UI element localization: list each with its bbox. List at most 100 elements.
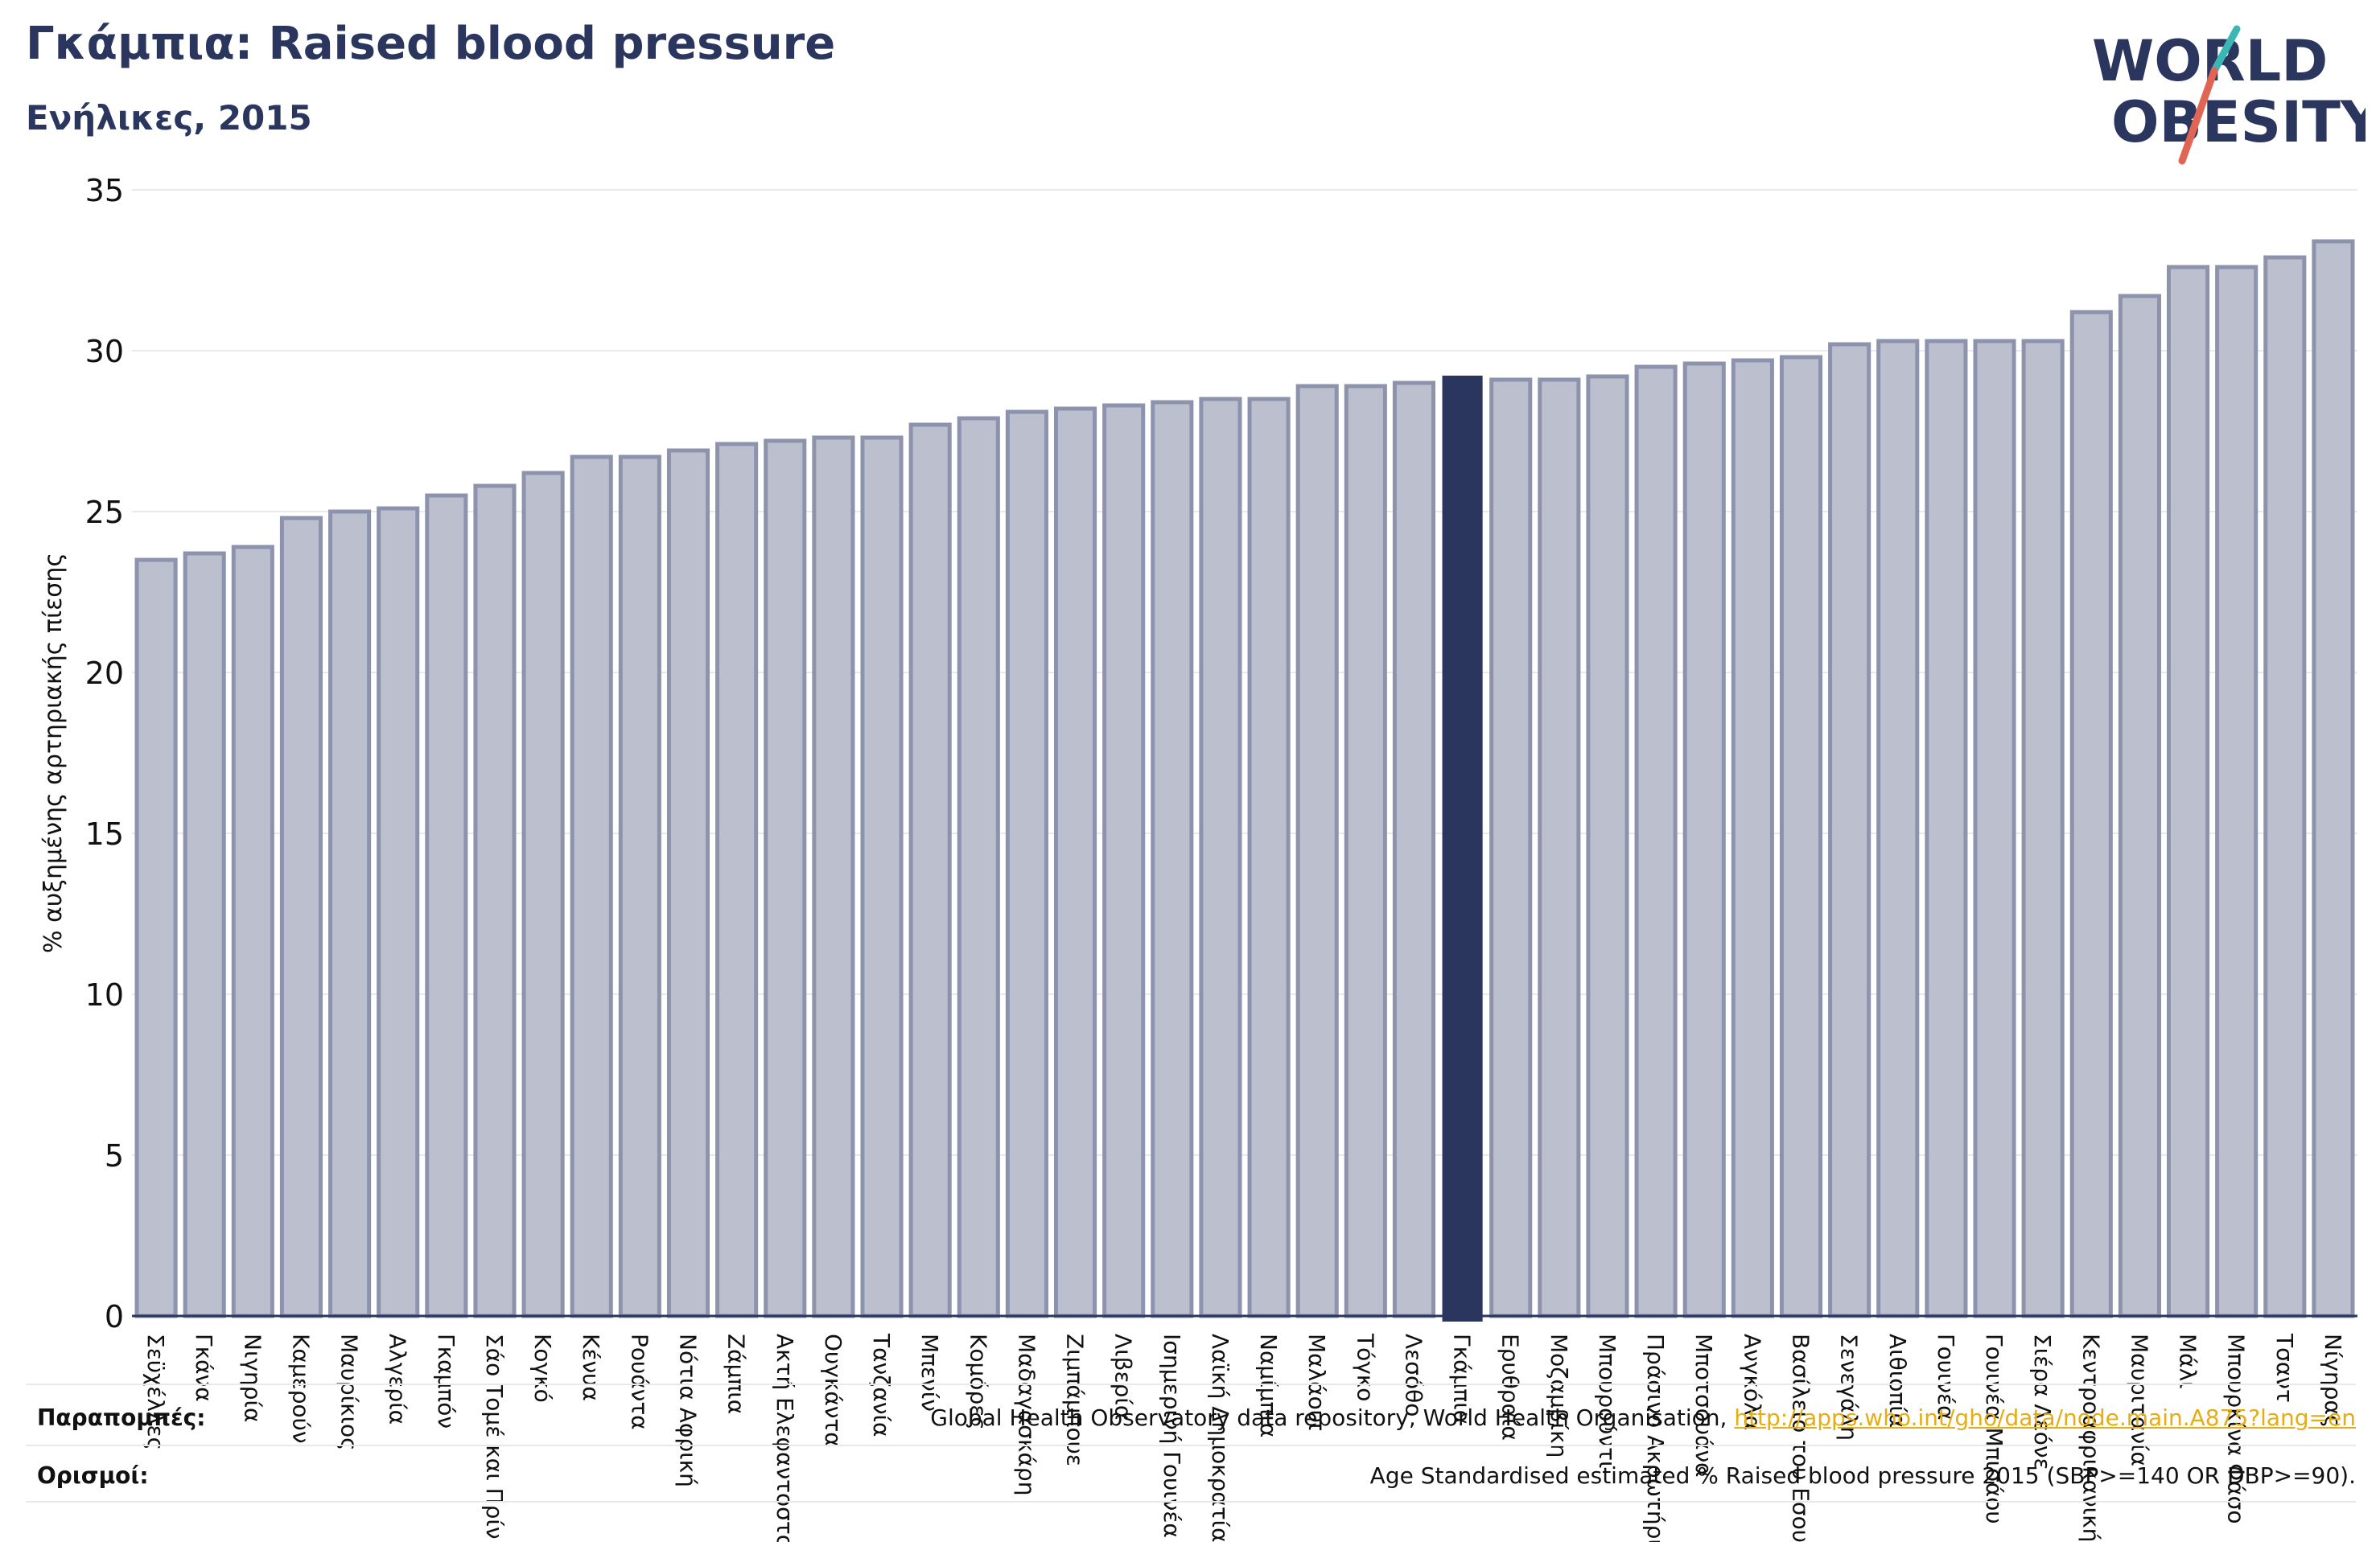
x-tick-label: Σεϋχέλλες <box>142 1334 169 1450</box>
x-tick-label: Γκάνα <box>191 1334 217 1402</box>
bar <box>1828 342 1871 1318</box>
y-tick-label: 25 <box>85 495 124 530</box>
bar <box>1634 364 1678 1318</box>
x-tick-label: Μαυριτανία <box>2126 1334 2152 1466</box>
x-tick-label: Τσαντ <box>2271 1333 2298 1403</box>
y-tick-label: 35 <box>85 173 124 208</box>
bars <box>134 239 2355 1322</box>
bar <box>1489 377 1533 1318</box>
bar <box>473 483 517 1318</box>
bar <box>1102 403 1146 1318</box>
x-tick-label: Μαλάουι <box>1303 1334 1330 1430</box>
x-tick-label: Κομόρες <box>965 1334 991 1430</box>
definitions-row: Ορισμοί: Age Standardised estimated % Ra… <box>26 1448 2356 1504</box>
bar <box>812 435 855 1318</box>
bar <box>2166 265 2210 1318</box>
references-text: Global Health Observatory data repositor… <box>930 1404 2356 1431</box>
x-tick-label: Κεντροαφρικανική <box>2077 1334 2104 1542</box>
bar <box>1779 355 1823 1318</box>
bar <box>2263 255 2307 1318</box>
bar <box>2118 294 2161 1318</box>
bar <box>618 454 661 1318</box>
x-tick-label: Κένυα <box>578 1334 604 1401</box>
x-tick-label: Ακτή Ελεφαντοστού <box>772 1334 798 1542</box>
bar <box>1151 400 1194 1318</box>
x-tick-label: Ερυθραία <box>1497 1334 1524 1441</box>
x-tick-label: Μαυρίκιος <box>336 1334 363 1451</box>
x-tick-label: Μπενίν <box>916 1334 943 1412</box>
logo-line2: OBESITY <box>2111 89 2366 155</box>
world-obesity-logo: WORLD OBESITY <box>2092 25 2366 165</box>
bar <box>425 493 468 1318</box>
x-tick-label: Νότια Αφρική <box>675 1334 702 1487</box>
bar <box>1973 339 2016 1318</box>
chart-title: Γκάμπια: Raised blood pressure <box>26 18 836 70</box>
x-tick-label: Σάο Τομέ και Πρίν <box>481 1334 508 1540</box>
x-tick-label: Μαδαγασκάρη <box>1013 1334 1040 1495</box>
x-tick-label: Νίγηρας <box>2320 1334 2346 1428</box>
definitions-text: Age Standardised estimated % Raised bloo… <box>1369 1462 2356 1489</box>
bar <box>1876 339 1920 1318</box>
bar <box>183 551 226 1318</box>
chart-subtitle: Ενήλικες, 2015 <box>26 98 312 138</box>
y-tick-label: 20 <box>85 656 124 691</box>
x-tick-label: Γκάμπια <box>1449 1334 1476 1425</box>
x-axis-ticks: Σεϋχέλλες Γκάνα Νιγηρία Καμερούν Μαυρίκιος Αλ… <box>142 1333 2346 1542</box>
references-label: Παραπομπές: <box>37 1404 206 1431</box>
y-axis-label: % αυξημένης αρτηριακής πίεσης <box>39 553 68 953</box>
x-tick-label: Πράσινο Ακρωτήρι <box>1642 1334 1669 1542</box>
x-tick-label: Γουινέα Μπισάου <box>1981 1334 2007 1524</box>
x-tick-label: Μοζαμβίκη <box>1546 1334 1572 1458</box>
x-tick-label: Μάλι <box>2175 1334 2201 1389</box>
logo-slash-red <box>2178 67 2218 165</box>
bar <box>908 422 952 1318</box>
bar <box>2312 239 2355 1318</box>
x-tick-label: Ισημερινή Γουινέα <box>1159 1334 1185 1538</box>
notes-rule-top <box>26 1384 2356 1385</box>
bar <box>521 471 565 1318</box>
bar <box>1199 397 1242 1318</box>
bar <box>377 506 420 1318</box>
x-tick-label: Αιθιοπία <box>1884 1334 1911 1428</box>
bar <box>2021 339 2065 1318</box>
bar <box>2215 265 2259 1318</box>
references-link[interactable]: http://apps.who.int/gho/data/node.main.A… <box>1734 1404 2356 1431</box>
x-tick-label: Μποτσουάνα <box>1690 1334 1717 1478</box>
x-tick-label: Κογκό <box>529 1334 556 1403</box>
bar <box>1392 380 1436 1318</box>
x-tick-label: Ζιμπάμπουε <box>1062 1334 1089 1466</box>
bar <box>1682 361 1726 1318</box>
y-axis-ticks: 0 5 10 15 20 25 30 35 <box>85 173 124 1334</box>
references-row: Παραπομπές: Global Health Observatory da… <box>26 1390 2356 1446</box>
x-tick-label: Ανγκόλα <box>1739 1334 1765 1430</box>
bar <box>1295 384 1339 1318</box>
bar <box>134 557 178 1318</box>
x-tick-label: Λιβερία <box>1110 1334 1137 1420</box>
notes-rule-mid <box>26 1445 2356 1446</box>
y-tick-label: 30 <box>85 334 124 369</box>
logo-slash-teal <box>2210 25 2241 75</box>
bar <box>957 416 1000 1318</box>
bar <box>2069 310 2113 1318</box>
x-tick-label: Λεσόθο <box>1400 1334 1427 1417</box>
bar <box>1247 397 1291 1318</box>
bar <box>666 448 710 1318</box>
bar <box>715 442 759 1318</box>
x-tick-label: Ζάμπια <box>723 1334 750 1414</box>
x-tick-label: Μπουρκίνα Φάσο <box>2223 1334 2250 1523</box>
y-tick-label: 0 <box>105 1299 124 1334</box>
bar <box>764 438 807 1318</box>
bar <box>1053 406 1097 1318</box>
bar <box>1442 376 1483 1322</box>
bar <box>1344 384 1387 1318</box>
x-tick-label: Νιγηρία <box>239 1334 266 1422</box>
y-tick-label: 10 <box>85 977 124 1013</box>
bar <box>279 516 323 1318</box>
x-tick-label: Σενεγάλη <box>1836 1334 1863 1441</box>
y-tick-label: 5 <box>105 1138 124 1174</box>
bar <box>231 545 274 1318</box>
x-tick-label: Βασίλειο του Εσουατίνι <box>1788 1334 1814 1542</box>
bar <box>1731 358 1774 1318</box>
x-tick-label: Ρουάντα <box>626 1334 653 1430</box>
notes-rule-bottom <box>26 1501 2356 1503</box>
